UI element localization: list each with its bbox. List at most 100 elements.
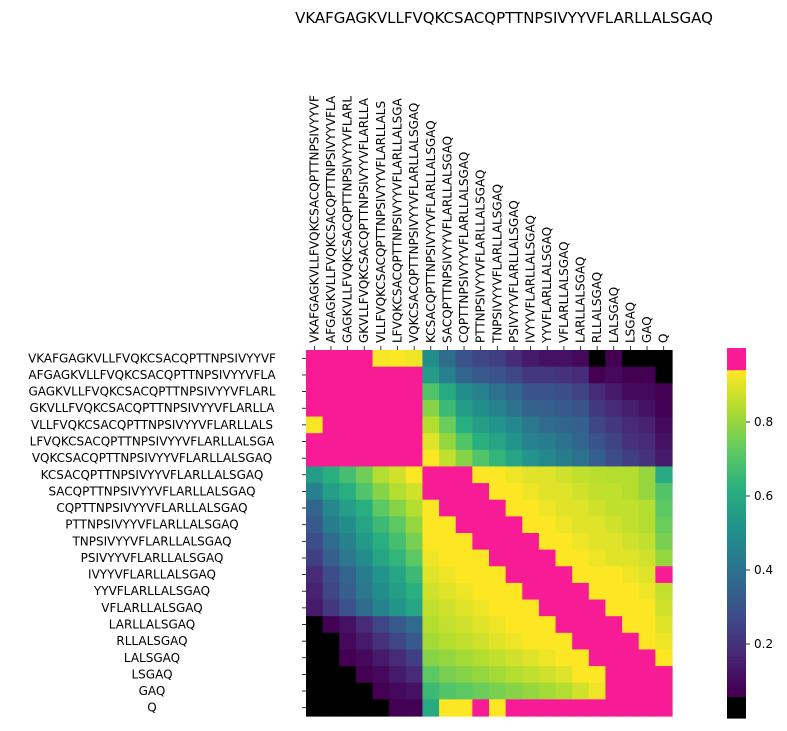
heatmap-cell [638, 666, 656, 684]
colorbar-segment [727, 573, 746, 577]
heatmap-cell [472, 499, 490, 517]
heatmap-cell [455, 699, 473, 717]
heatmap-cell [439, 666, 457, 684]
heatmap-cell [489, 699, 507, 717]
heatmap-cell [655, 366, 673, 384]
heatmap-cell [638, 416, 656, 434]
heatmap-cell [489, 649, 507, 667]
heatmap-cell [622, 649, 640, 667]
x-tick-label: VFLARLLALSGAQ [557, 241, 571, 343]
colorbar-segment [727, 613, 746, 617]
heatmap-cell [372, 433, 390, 451]
heatmap-cell [522, 666, 540, 684]
x-tick-label: AFGAGKVLLFVQKCSACQPTTNPSIVYYVFLA [324, 95, 338, 343]
heatmap-cell [322, 649, 340, 667]
heatmap-cell [389, 483, 407, 501]
heatmap-cell [538, 366, 557, 384]
heatmap-cell [522, 682, 540, 700]
heatmap-cell [522, 466, 540, 484]
heatmap-cell [372, 416, 390, 434]
heatmap-cell [505, 516, 523, 534]
heatmap-cell [538, 449, 557, 468]
heatmap-cell [522, 599, 540, 617]
heatmap-cell [306, 649, 324, 667]
heatmap-cell [355, 516, 374, 534]
heatmap-cell [572, 399, 590, 418]
colorbar-segment [727, 551, 746, 556]
heatmap-cell [538, 599, 557, 617]
heatmap-cell [655, 549, 673, 567]
colorbar-segment [727, 699, 746, 704]
heatmap-cell [339, 366, 357, 384]
colorbar-segment [727, 354, 746, 358]
colorbar-segment [727, 687, 746, 691]
heatmap-cell [405, 483, 424, 501]
heatmap-cell [622, 699, 640, 717]
colorbar-segment [727, 554, 746, 559]
heatmap-cell [588, 533, 607, 551]
heatmap-cell [572, 533, 590, 551]
colorbar-segment [727, 428, 746, 432]
colorbar-segment [727, 360, 746, 365]
heatmap-cell [439, 466, 457, 484]
heatmap-cell [322, 632, 340, 651]
colorbar-segment [727, 517, 746, 522]
heatmap-cell [306, 516, 324, 534]
heatmap-cell [522, 649, 540, 667]
heatmap-cell [306, 383, 324, 401]
heatmap-cell [389, 433, 407, 451]
colorbar-segment [727, 647, 746, 651]
heatmap-cell [489, 549, 507, 567]
heatmap-cell [472, 350, 490, 368]
colorbar-segment [727, 474, 746, 479]
colorbar-segment [727, 403, 746, 408]
y-tick-label: VKAFGAGKVLLFVQKCSACQPTTNPSIVYYVF [28, 351, 276, 365]
colorbar-segment [727, 677, 746, 682]
heatmap-cell [538, 533, 557, 551]
heatmap-cell [572, 416, 590, 434]
colorbar-segment [727, 656, 746, 661]
heatmap-cell [489, 599, 507, 617]
heatmap-cell [355, 466, 374, 484]
heatmap-cell [405, 533, 424, 551]
colorbar-segment [727, 560, 746, 565]
heatmap-cell [638, 699, 656, 717]
heatmap-cell [422, 449, 440, 468]
colorbar-segment [727, 400, 746, 405]
heatmap-cell [622, 383, 640, 401]
colorbar-segment [727, 579, 746, 583]
heatmap-cell [622, 483, 640, 501]
heatmap-cell [405, 366, 424, 384]
colorbar-segment [727, 520, 746, 525]
x-tick-label: CQPTTNPSIVYYVFLARLLALSGAQ [457, 152, 471, 343]
heatmap-cell [405, 416, 424, 434]
heatmap-cell [322, 516, 340, 534]
heatmap-cell [439, 533, 457, 551]
y-axis-ticks: VKAFGAGKVLLFVQKCSACQPTTNPSIVYYVF AFGAGKVL… [28, 351, 306, 715]
heatmap-cell [455, 516, 473, 534]
colorbar-segment [727, 644, 746, 648]
colorbar-segment [727, 597, 746, 602]
heatmap-cell [655, 616, 673, 634]
heatmap-cell [505, 366, 523, 384]
heatmap-cell [372, 582, 390, 601]
colorbar-segment [727, 437, 746, 442]
heatmap-cell [555, 649, 573, 667]
colorbar-segment [727, 489, 746, 494]
heatmap-cell [355, 566, 374, 584]
heatmap-cell [655, 399, 673, 418]
colorbar-segment [727, 616, 746, 620]
heatmap-cell [455, 449, 473, 468]
colorbar-segment [727, 394, 746, 398]
colorbar-segment [727, 693, 746, 698]
heatmap-cell [605, 566, 623, 584]
y-tick-label: PTTNPSIVYYVFLARLLALSGAQ [65, 518, 238, 532]
heatmap-cell [505, 549, 523, 567]
colorbar-segment [727, 542, 746, 546]
heatmap-cell [322, 666, 340, 684]
heatmap-cell [355, 666, 374, 684]
x-axis-ticks: VKAFGAGKVLLFVQKCSACQPTTNPSIVYYVF AFGAGKVL… [307, 95, 671, 350]
heatmap-cell [489, 533, 507, 551]
heatmap-cell [555, 533, 573, 551]
